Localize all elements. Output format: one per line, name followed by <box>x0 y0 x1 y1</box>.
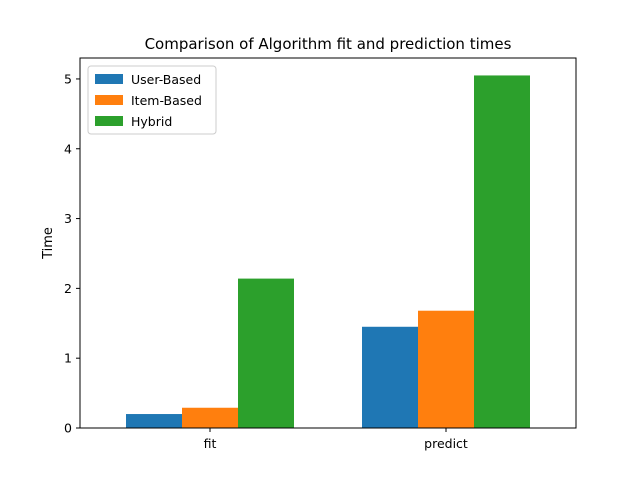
chart-title: Comparison of Algorithm fit and predicti… <box>145 35 512 53</box>
legend-swatch-user-based <box>95 74 123 84</box>
y-axis: 0 1 2 3 4 5 <box>64 71 80 436</box>
plot-area <box>79 57 577 429</box>
legend-swatch-hybrid <box>95 116 123 126</box>
legend-label-user-based: User-Based <box>131 72 201 87</box>
bar-hybrid-fit <box>238 278 294 428</box>
y-tick-label: 2 <box>64 281 72 296</box>
y-tick-label: 4 <box>64 141 72 156</box>
bars-layer <box>126 75 530 428</box>
bar-item-based-predict <box>418 310 474 428</box>
bar-user-based-fit <box>126 414 182 428</box>
bar-item-based-fit <box>182 407 238 428</box>
x-tick-label-predict: predict <box>424 436 468 451</box>
y-tick-label: 5 <box>64 71 72 86</box>
bar-hybrid-predict <box>474 75 530 428</box>
x-tick-label-fit: fit <box>204 436 217 451</box>
bar-user-based-predict <box>362 326 418 428</box>
y-tick-label: 1 <box>64 351 72 366</box>
legend-swatch-item-based <box>95 95 123 105</box>
plot-frame <box>79 57 577 429</box>
y-tick-label: 0 <box>64 421 72 436</box>
legend-label-item-based: Item-Based <box>131 93 202 108</box>
legend: User-Based Item-Based Hybrid <box>87 65 217 135</box>
y-tick-label: 3 <box>64 211 72 226</box>
legend-label-hybrid: Hybrid <box>131 114 172 129</box>
y-axis-label: Time <box>41 227 56 260</box>
x-axis: fit predict <box>204 428 468 451</box>
